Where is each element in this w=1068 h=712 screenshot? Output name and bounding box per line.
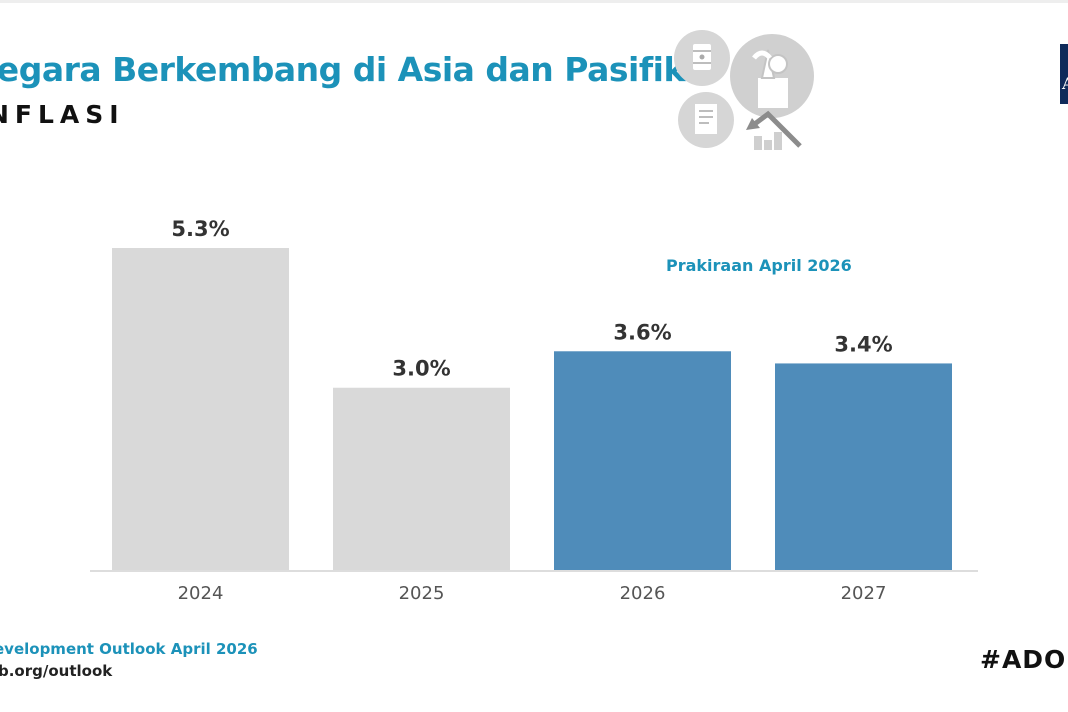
x-tick-label: 2024	[178, 583, 224, 604]
bar-2026	[554, 351, 731, 570]
brand-logo: A	[1060, 44, 1068, 104]
grocery-bag-icon	[730, 34, 814, 118]
oil-barrel-icon	[674, 30, 730, 86]
illustration	[670, 28, 820, 163]
bar-value-label: 3.6%	[613, 320, 671, 344]
logo-mark: A	[1062, 74, 1068, 93]
hashtag: #ADO	[980, 645, 1067, 674]
rising-price-icon	[746, 110, 802, 150]
x-tick-label: 2027	[841, 583, 887, 604]
top-rule	[0, 0, 1068, 3]
bar-value-label: 5.3%	[171, 217, 229, 241]
bar-value-label: 3.4%	[834, 332, 892, 356]
page-title: legara Berkembang di Asia dan Pasifik	[0, 50, 685, 89]
forecast-annotation: Prakiraan April 2026	[666, 256, 852, 275]
source-url[interactable]: b.org/outlook	[0, 662, 113, 680]
source-note: evelopment Outlook April 2026	[0, 640, 258, 658]
receipt-icon	[678, 92, 734, 148]
bar-value-label: 3.0%	[392, 357, 450, 381]
bar-2025	[333, 387, 510, 570]
x-tick-label: 2025	[399, 583, 445, 604]
bar-2027	[775, 363, 952, 570]
x-tick-label: 2026	[620, 583, 666, 604]
bar-2024	[112, 248, 289, 570]
page-subtitle: NFLASI	[0, 100, 125, 129]
